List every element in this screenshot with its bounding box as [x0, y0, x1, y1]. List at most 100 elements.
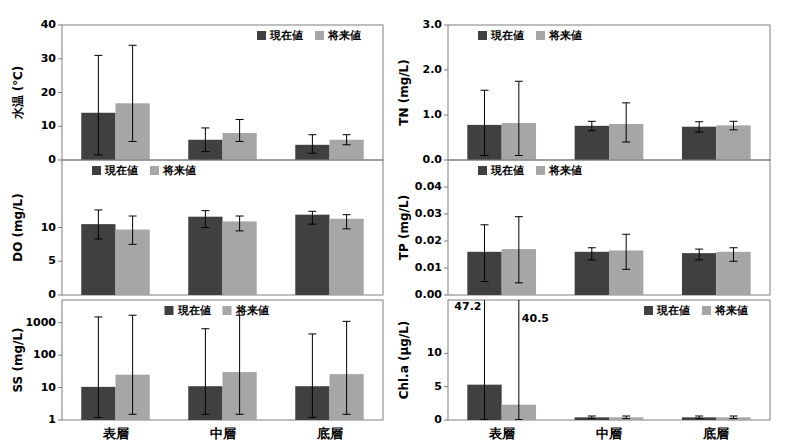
y-tick: [58, 126, 62, 127]
legend: 現在値 将来値: [92, 164, 196, 177]
y-tick: [444, 187, 448, 188]
error-bar: [94, 317, 102, 417]
error-bar: [308, 334, 316, 418]
error-bar: [480, 225, 488, 282]
bar: [716, 125, 750, 160]
panel: 1101001000SS (mg/L)表層中層底層現在値将来値: [11, 300, 384, 441]
panel: 0510DO (mg/L)現在値将来値: [11, 160, 384, 301]
error-bar: [695, 122, 703, 132]
marks: [81, 315, 363, 420]
error-bar: [480, 300, 488, 420]
y-tick-label: 0.04: [415, 180, 442, 193]
error-bar: [588, 121, 596, 130]
y-tick: [58, 322, 62, 323]
plot-frame: [448, 160, 770, 295]
marks: [81, 210, 363, 295]
y-tick: [444, 214, 448, 215]
legend-swatch: [92, 166, 101, 175]
legend-swatch: [478, 166, 487, 175]
y-tick-label: 1: [48, 413, 56, 426]
bar: [223, 221, 257, 295]
y-tick: [444, 420, 448, 421]
y-tick: [58, 25, 62, 26]
plot-frame: [448, 300, 770, 420]
y-axis-label: SS (mg/L): [11, 327, 25, 392]
y-tick-label: 10: [41, 119, 57, 132]
y-tick-label: 5: [48, 254, 56, 267]
y-tick-label: 0.02: [415, 234, 442, 247]
y-tick: [444, 241, 448, 242]
error-bar: [236, 315, 244, 414]
legend: 現在値 将来値: [165, 304, 269, 317]
y-axis-label: 水温 (℃): [11, 66, 25, 121]
x-tick-label: 底層: [316, 426, 343, 441]
y-tick-label: 3.0: [423, 18, 443, 31]
error-bar: [201, 211, 209, 228]
legend-label: 将来値: [235, 304, 269, 317]
y-tick-label: 0.01: [415, 261, 442, 274]
figure: 010203040水温 (℃)現在値将来値0.01.02.03.0TN (mg/…: [0, 0, 800, 447]
panel: 47.240.50510Chl.a (μg/L)表層中層底層現在値将来値: [397, 105, 771, 441]
legend-label: 現在値: [490, 29, 524, 42]
legend-swatch: [536, 166, 545, 175]
legend-label: 将来値: [162, 164, 196, 177]
error-bar: [201, 128, 209, 152]
y-axis-label: Chl.a (μg/L): [397, 321, 411, 400]
y-tick-label: 10: [427, 346, 443, 359]
error-bar: [129, 216, 137, 244]
error-bar: [588, 248, 596, 260]
bar: [295, 215, 329, 295]
x-tick-label: 表層: [102, 426, 129, 441]
legend-swatch: [165, 306, 174, 315]
error-bar: [622, 234, 630, 269]
y-tick: [58, 355, 62, 356]
plot-frame: [62, 25, 383, 160]
y-tick-label: 0.00: [415, 288, 442, 301]
bar: [330, 219, 364, 295]
y-axis-label: TP (mg/L): [397, 195, 411, 260]
x-tick-label: 中層: [596, 426, 622, 441]
y-tick: [58, 92, 62, 93]
legend-swatch: [257, 31, 266, 40]
y-tick: [444, 70, 448, 71]
y-tick-label: 1.0: [423, 108, 443, 121]
legend-label: 現在値: [656, 304, 690, 317]
legend-label: 将来値: [548, 29, 582, 42]
y-tick: [58, 261, 62, 262]
marks: [81, 45, 363, 160]
marks: [467, 217, 750, 295]
x-tick-label: 底層: [702, 426, 729, 441]
legend-label: 将来値: [714, 304, 748, 317]
error-bar: [622, 103, 630, 142]
marks: [467, 300, 750, 420]
legend-swatch: [150, 166, 159, 175]
y-tick: [444, 386, 448, 387]
marks: [467, 81, 750, 160]
plot-frame: [448, 25, 770, 160]
y-tick-label: 5: [434, 380, 442, 393]
y-tick-label: 10: [41, 221, 57, 234]
y-tick-label: 100: [33, 348, 56, 361]
legend-label: 現在値: [104, 164, 138, 177]
error-bar: [515, 217, 523, 283]
y-axis-label: TN (mg/L): [397, 59, 411, 126]
y-tick: [444, 295, 448, 296]
y-axis-label: DO (mg/L): [11, 193, 25, 261]
error-bar: [94, 55, 102, 155]
error-bar: [94, 210, 102, 239]
error-bar: [308, 211, 316, 224]
legend-swatch: [478, 31, 487, 40]
error-bar: [695, 416, 703, 419]
legend-swatch: [702, 306, 711, 315]
y-tick-label: 0.0: [423, 153, 443, 166]
y-tick-label: 30: [41, 52, 57, 65]
error-bar: [695, 249, 703, 260]
legend-label: 現在値: [177, 304, 211, 317]
error-bar: [129, 315, 137, 414]
max-label: 47.2: [454, 300, 481, 313]
error-bar: [730, 121, 738, 130]
legend-swatch: [315, 31, 324, 40]
y-tick-label: 0.03: [415, 207, 442, 220]
panel: 0.000.010.020.030.04TP (mg/L)現在値将来値: [397, 160, 771, 301]
panel: 010203040水温 (℃)現在値将来値: [11, 18, 384, 166]
